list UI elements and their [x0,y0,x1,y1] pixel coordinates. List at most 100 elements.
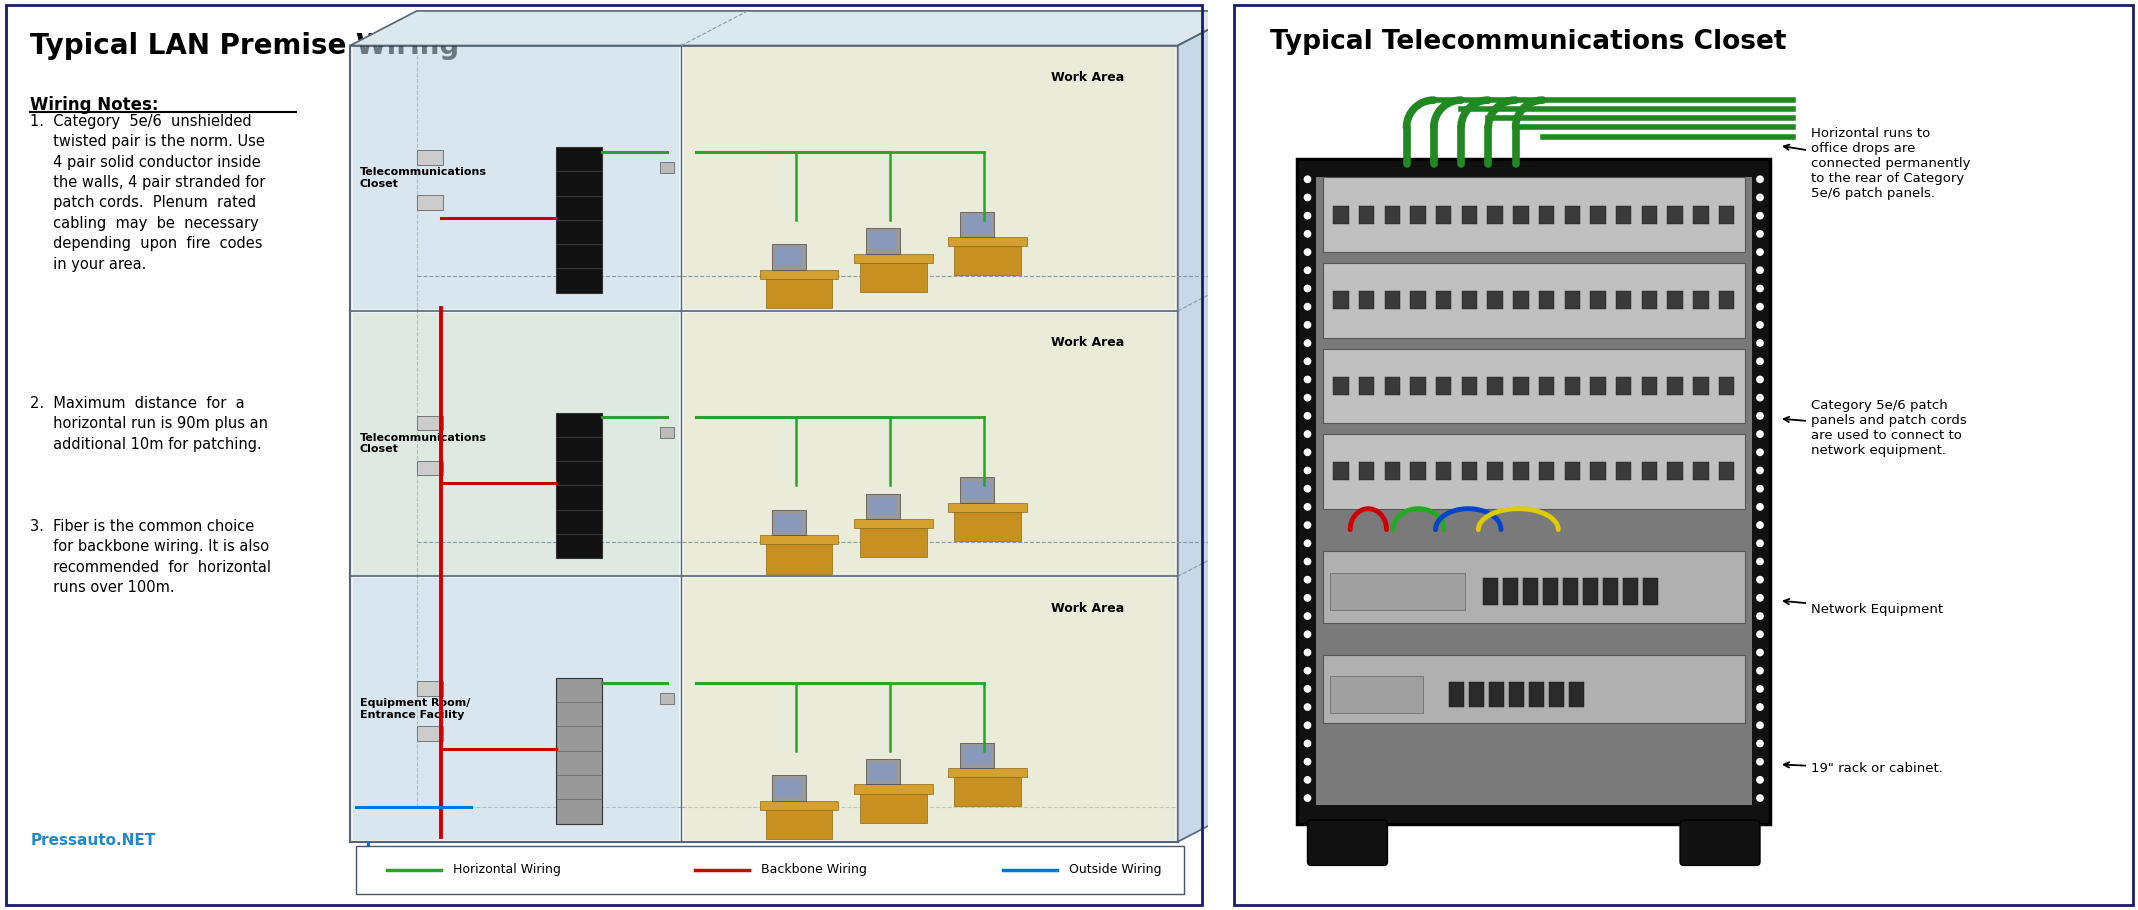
FancyBboxPatch shape [1680,820,1760,865]
Bar [1509,682,1524,707]
Bar [1539,377,1554,395]
Circle shape [1304,776,1311,783]
Bar [1503,578,1518,605]
Circle shape [1757,431,1764,438]
Circle shape [1304,522,1311,528]
Circle shape [1757,249,1764,255]
Bar [1360,206,1375,224]
Circle shape [1757,686,1764,692]
Bar [417,416,443,430]
Bar [357,846,1184,894]
Text: Work Area: Work Area [1052,71,1125,84]
Circle shape [1304,231,1311,237]
Bar [772,510,806,535]
Bar [1360,462,1375,480]
Bar [1385,206,1400,224]
Bar [1411,377,1426,395]
Bar [1514,291,1529,309]
Bar [1490,682,1503,707]
Circle shape [1757,759,1764,764]
Circle shape [1304,795,1311,802]
Circle shape [1304,213,1311,219]
Bar [1616,462,1631,480]
Circle shape [1757,540,1764,546]
Bar [1604,578,1618,605]
Bar [960,477,994,502]
Bar [1514,377,1529,395]
Bar [1693,377,1708,395]
Circle shape [1304,322,1311,328]
Bar [1539,206,1554,224]
Circle shape [1304,359,1311,364]
Bar [1565,291,1580,309]
Circle shape [1757,304,1764,309]
Text: Typical LAN Premise Wiring: Typical LAN Premise Wiring [30,32,460,60]
Circle shape [1304,558,1311,564]
Bar [659,693,673,703]
Bar [417,196,443,210]
Text: Horizontal Wiring: Horizontal Wiring [453,864,560,876]
Text: Pressauto.NET: Pressauto.NET [30,834,156,848]
Bar [1668,206,1683,224]
Bar [1642,462,1657,480]
Circle shape [1757,468,1764,473]
Bar [866,228,900,254]
Circle shape [1757,286,1764,291]
Bar [759,270,838,279]
Bar [1616,291,1631,309]
Text: Work Area: Work Area [1052,602,1125,614]
Bar [1484,578,1499,605]
Circle shape [1757,577,1764,583]
Bar [1462,377,1477,395]
Circle shape [1304,650,1311,655]
Bar [1323,263,1745,338]
Bar [1616,206,1631,224]
Bar [949,768,1026,777]
Bar [870,232,896,250]
Bar [1668,462,1683,480]
Circle shape [1304,704,1311,710]
Bar [954,511,1020,541]
Bar [853,254,932,263]
Circle shape [1304,268,1311,273]
Circle shape [1304,304,1311,309]
Bar [1514,462,1529,480]
Bar [964,216,990,234]
Circle shape [1757,213,1764,219]
Text: Outside Wiring: Outside Wiring [1069,864,1161,876]
Circle shape [1757,340,1764,347]
Bar [556,412,601,558]
Circle shape [1757,613,1764,619]
Bar [1469,682,1484,707]
Bar [1563,578,1578,605]
Bar [1462,206,1477,224]
Circle shape [1304,504,1311,510]
Bar [776,513,802,531]
Circle shape [1757,359,1764,364]
Bar [960,212,994,238]
Circle shape [1757,412,1764,419]
Circle shape [1304,632,1311,637]
Circle shape [1757,723,1764,728]
Circle shape [1757,194,1764,200]
Bar [1488,377,1503,395]
Bar [765,279,832,308]
Circle shape [1304,486,1311,491]
Bar [1323,655,1745,723]
Bar [1411,291,1426,309]
Bar [353,47,680,309]
Circle shape [1304,177,1311,182]
Bar [1437,377,1452,395]
Bar [949,502,1026,511]
Circle shape [1304,468,1311,473]
Bar [1330,676,1424,713]
Bar [960,743,994,768]
Bar [1514,206,1529,224]
Bar [1411,462,1426,480]
Bar [759,535,838,544]
Bar [1323,349,1745,423]
Bar [353,578,680,840]
Bar [684,578,1176,840]
Circle shape [1757,177,1764,182]
Text: Horizontal runs to
office drops are
connected permanently
to the rear of Categor: Horizontal runs to office drops are conn… [1783,127,1971,200]
